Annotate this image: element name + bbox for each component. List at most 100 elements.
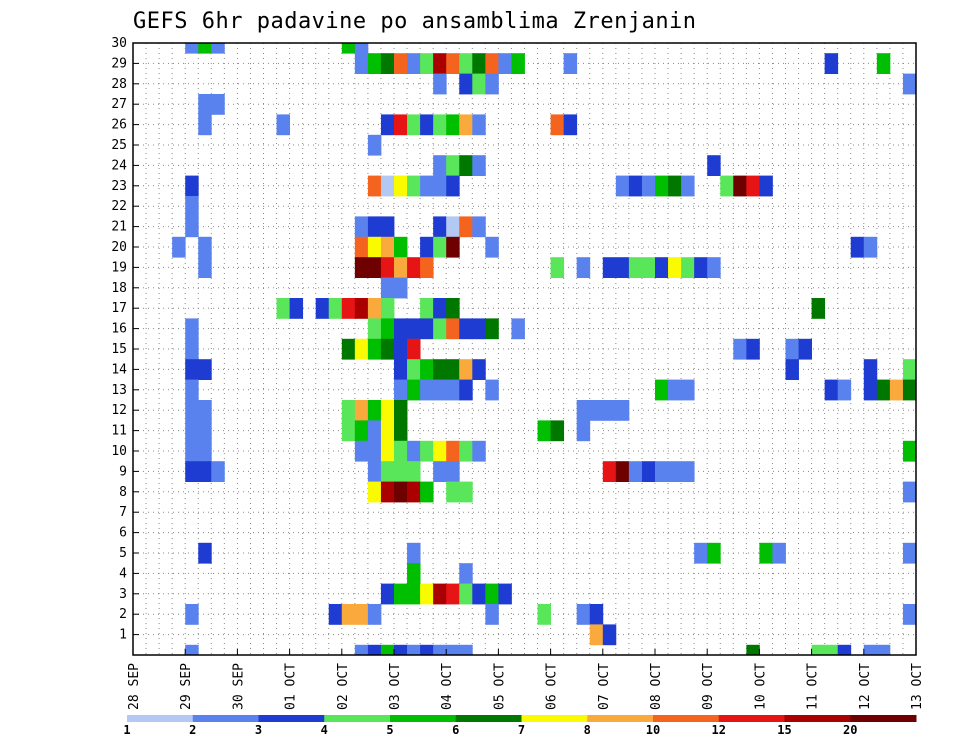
heatmap-cell: [394, 175, 408, 197]
y-tick-label: 9: [119, 464, 127, 479]
heatmap-cell: [655, 175, 669, 197]
legend-swatch: [192, 715, 259, 722]
heatmap-cell: [198, 94, 212, 115]
x-tick-label: 06 OCT: [545, 663, 560, 710]
heatmap-cell: [641, 257, 656, 278]
heatmap-cell: [550, 420, 565, 442]
heatmap-cell: [328, 604, 343, 625]
heatmap-cell: [863, 359, 878, 380]
y-tick-label: 24: [111, 158, 127, 173]
legend-label: 15: [777, 723, 791, 737]
heatmap-cell: [655, 461, 669, 482]
heatmap-cell: [185, 400, 199, 421]
heatmap-cell: [902, 379, 917, 401]
y-tick-label: 23: [111, 179, 127, 194]
heatmap-cell: [380, 257, 395, 278]
heatmap-cell: [733, 338, 747, 360]
heatmap-cell: [707, 257, 721, 278]
x-tick-label: 10 OCT: [753, 663, 768, 710]
heatmap-cell: [185, 359, 199, 380]
y-tick-label: 1: [119, 628, 127, 643]
heatmap-cell: [354, 53, 369, 74]
y-tick-label: 8: [119, 485, 127, 500]
legend-label: 6: [452, 723, 459, 737]
heatmap-cell: [420, 379, 434, 401]
heatmap-cell: [394, 644, 408, 656]
heatmap-cell: [433, 461, 447, 482]
x-tick-label: 28 SEP: [127, 663, 142, 710]
heatmap-cell: [498, 583, 512, 605]
heatmap-cell: [681, 461, 695, 482]
heatmap-cell: [615, 461, 630, 482]
heatmap-cell: [420, 236, 434, 258]
heatmap-cell: [407, 338, 421, 360]
heatmap-cell: [420, 644, 434, 656]
heatmap-cell: [459, 73, 473, 95]
heatmap-cell: [211, 461, 225, 482]
heatmap-cell: [576, 604, 591, 625]
heatmap-cell: [211, 94, 225, 115]
heatmap-cell: [433, 379, 447, 401]
heatmap-cell: [420, 440, 434, 462]
legend-label: 4: [321, 723, 328, 737]
heatmap-cell: [811, 298, 826, 319]
heatmap-cell: [759, 175, 773, 197]
heatmap-cell: [433, 236, 447, 258]
heatmap-cell: [876, 53, 891, 74]
heatmap-cell: [446, 379, 460, 401]
heatmap-cell: [655, 379, 669, 401]
heatmap-cell: [433, 216, 447, 238]
heatmap-cell: [433, 644, 447, 656]
y-tick-label: 12: [111, 403, 127, 418]
heatmap-cell: [446, 175, 460, 197]
x-tick-label: 03 OCT: [388, 663, 403, 710]
heatmap-cell: [798, 338, 812, 360]
heatmap-cell: [485, 604, 499, 625]
x-tick-label: 08 OCT: [649, 663, 664, 710]
heatmap-cell: [420, 359, 434, 380]
heatmap-cell: [367, 461, 382, 482]
heatmap-cell: [354, 257, 369, 278]
legend-label: 2: [189, 723, 196, 737]
legend-swatch: [455, 715, 522, 722]
legend-label: 7: [518, 723, 525, 737]
cells-layer: [172, 43, 917, 656]
heatmap-cell: [341, 604, 356, 625]
heatmap-cell: [485, 379, 499, 401]
heatmap-cell: [446, 583, 460, 605]
legend-swatch: [324, 715, 391, 722]
heatmap-cell: [511, 318, 525, 340]
heatmap-cell: [380, 175, 395, 197]
heatmap-cell: [380, 277, 395, 299]
heatmap-cell: [746, 175, 760, 197]
heatmap-cell: [863, 644, 878, 656]
heatmap-cell: [550, 114, 565, 136]
heatmap-cell: [380, 216, 395, 238]
heatmap-cell: [198, 114, 212, 136]
y-tick-label: 4: [119, 566, 127, 581]
heatmap-cell: [472, 583, 486, 605]
heatmap-cell: [446, 155, 460, 176]
legend-label: 5: [386, 723, 393, 737]
heatmap-cell: [380, 481, 395, 503]
heatmap-cell: [472, 53, 486, 74]
heatmap-cell: [407, 257, 421, 278]
heatmap-cell: [380, 298, 395, 319]
heatmap-cell: [380, 53, 395, 74]
legend-swatch: [521, 715, 588, 722]
heatmap-cell: [394, 379, 408, 401]
heatmap-cell: [902, 73, 917, 95]
heatmap-cell: [367, 298, 382, 319]
heatmap-cell: [198, 542, 212, 564]
heatmap-cell: [837, 644, 852, 656]
heatmap-cell: [902, 440, 917, 462]
heatmap-cell: [759, 542, 773, 564]
heatmap-cell: [380, 461, 395, 482]
heatmap-cell: [185, 318, 199, 340]
heatmap-cell: [576, 257, 591, 278]
heatmap-cell: [472, 155, 486, 176]
heatmap-cell: [341, 298, 356, 319]
heatmap-cell: [198, 257, 212, 278]
heatmap-cell: [407, 379, 421, 401]
